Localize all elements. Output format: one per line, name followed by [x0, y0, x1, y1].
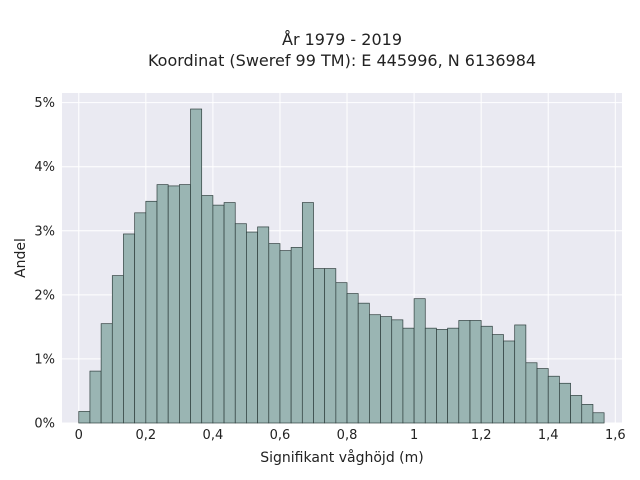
histogram-bar-29 — [402, 327, 415, 424]
histogram-bar-4 — [123, 233, 135, 424]
histogram-bar-27 — [380, 316, 393, 424]
y-tick-label: 1% — [34, 352, 55, 367]
histogram-bar-14 — [234, 223, 247, 424]
histogram-bar-16 — [257, 226, 270, 424]
histogram-bar-33 — [447, 327, 460, 424]
histogram-bar-8 — [167, 185, 180, 424]
histogram-bar-40 — [525, 362, 538, 424]
histogram-bar-5 — [134, 212, 147, 424]
histogram-bar-26 — [369, 314, 381, 424]
histogram-bar-1 — [89, 370, 102, 424]
histogram-bar-20 — [301, 202, 314, 424]
x-tick-label: 1,6 — [605, 428, 626, 443]
y-tick-label: 4% — [34, 160, 55, 175]
histogram-bar-42 — [547, 375, 560, 424]
histogram-bar-6 — [145, 200, 158, 424]
histogram-bar-12 — [212, 204, 225, 424]
y-tick-label: 5% — [34, 96, 55, 111]
histogram-bar-11 — [201, 195, 214, 424]
x-tick-label: 1,4 — [538, 428, 559, 443]
chart-title-line-1: År 1979 - 2019 — [282, 30, 402, 49]
histogram-bar-37 — [491, 334, 504, 424]
histogram-bar-25 — [357, 302, 370, 424]
histogram-bar-38 — [503, 340, 516, 424]
histogram-bar-0 — [78, 411, 91, 424]
histogram-bar-23 — [335, 282, 348, 424]
histogram-bar-30 — [413, 298, 426, 424]
x-tick-label: 0 — [75, 428, 83, 443]
y-tick-label: 2% — [34, 288, 55, 303]
x-tick-label: 0,6 — [270, 428, 291, 443]
histogram-bar-19 — [290, 247, 303, 424]
histogram-bar-2 — [100, 323, 113, 424]
histogram-bar-41 — [536, 368, 549, 424]
histogram-bar-22 — [324, 268, 337, 424]
y-axis-ticks: 0% 1% 2% 3% 4% 5% — [34, 96, 55, 431]
histogram-bar-24 — [346, 293, 359, 424]
x-tick-label: 0,8 — [337, 428, 358, 443]
histogram-bar-18 — [279, 250, 292, 424]
histogram-bar-44 — [570, 395, 583, 424]
histogram-bar-43 — [559, 382, 571, 424]
histogram-bar-10 — [190, 108, 203, 424]
histogram-bar-35 — [469, 320, 482, 424]
y-tick-label: 3% — [34, 224, 55, 239]
y-axis-label: Andel — [13, 238, 29, 278]
histogram-bar-39 — [514, 324, 527, 424]
histogram-bar-9 — [179, 184, 191, 424]
histogram-bar-32 — [436, 329, 448, 424]
x-tick-label: 0,4 — [203, 428, 224, 443]
x-axis-label: Signifikant våghöjd (m) — [260, 449, 423, 466]
histogram-bar-31 — [424, 327, 437, 424]
histogram-bar-34 — [458, 320, 471, 424]
histogram-bar-13 — [223, 202, 236, 424]
histogram-bar-36 — [480, 325, 493, 424]
y-tick-label: 0% — [34, 417, 55, 432]
histogram-bar-21 — [313, 268, 326, 424]
histogram-bar-28 — [391, 319, 404, 424]
histogram-bar-3 — [111, 275, 124, 424]
histogram-bar-7 — [156, 184, 169, 424]
chart-title-line-2: Koordinat (Sweref 99 TM): E 445996, N 61… — [148, 51, 536, 70]
histogram-bar-17 — [268, 243, 281, 424]
histogram-bar-46 — [592, 412, 605, 424]
x-tick-label: 1,2 — [471, 428, 492, 443]
x-axis-ticks: 0 0,2 0,4 0,6 0,8 1 1,2 1,4 1,6 — [75, 428, 626, 443]
x-tick-label: 1 — [410, 428, 418, 443]
histogram-bars — [78, 108, 605, 424]
x-tick-label: 0,2 — [135, 428, 156, 443]
histogram-bar-45 — [581, 404, 594, 424]
histogram-bar-15 — [246, 231, 258, 424]
